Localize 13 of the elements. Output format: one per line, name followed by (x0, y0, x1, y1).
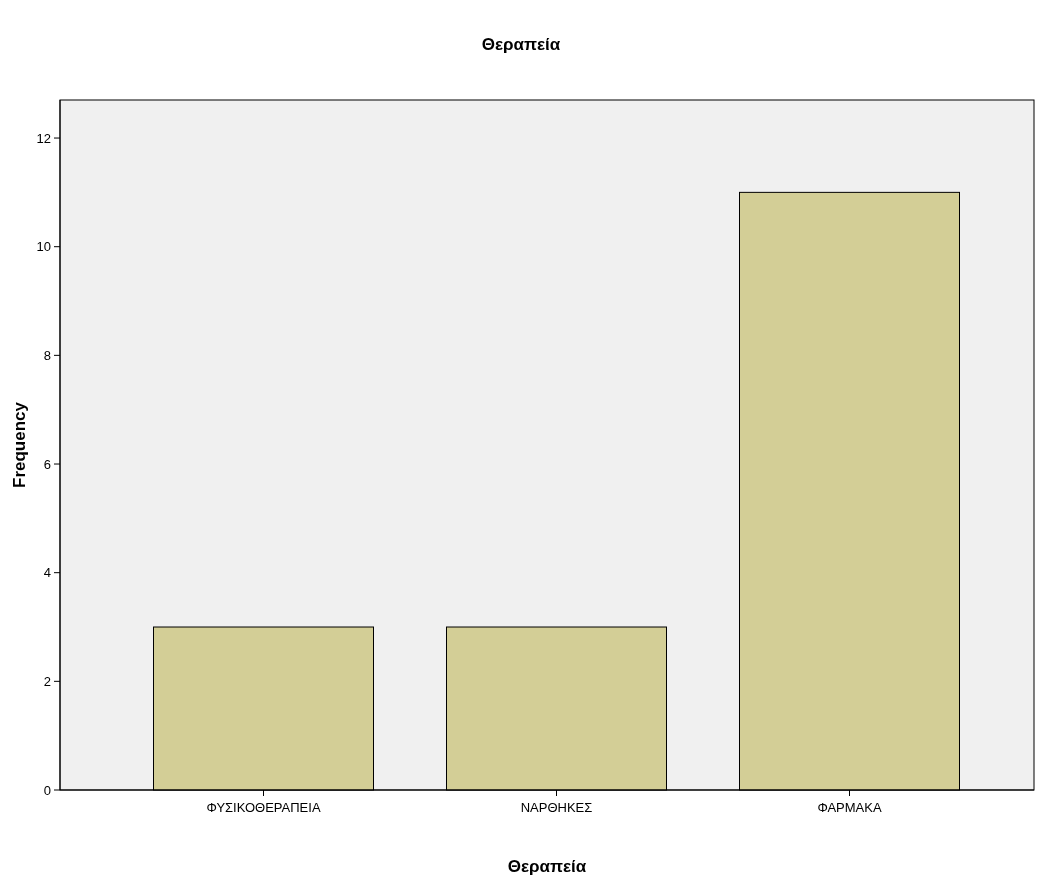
chart-title: Θεραπεία (481, 35, 561, 54)
y-axis-title: Frequency (10, 401, 29, 488)
x-axis-title: Θεραπεία (507, 857, 587, 876)
y-tick-label: 6 (43, 456, 51, 472)
y-tick-label: 2 (43, 673, 51, 689)
y-tick-label: 4 (43, 565, 51, 581)
y-tick-label: 10 (36, 239, 51, 255)
x-tick-label: ΦΥΣΙΚΟΘΕΡΑΠΕΙΑ (206, 800, 321, 815)
y-tick-label: 0 (43, 782, 51, 798)
x-tick-label: ΦΑΡΜΑΚΑ (817, 800, 882, 815)
y-tick-label: 12 (36, 130, 51, 146)
y-tick-label: 8 (43, 347, 51, 363)
x-tick-label: ΝΑΡΘΗΚΕΣ (520, 800, 593, 815)
